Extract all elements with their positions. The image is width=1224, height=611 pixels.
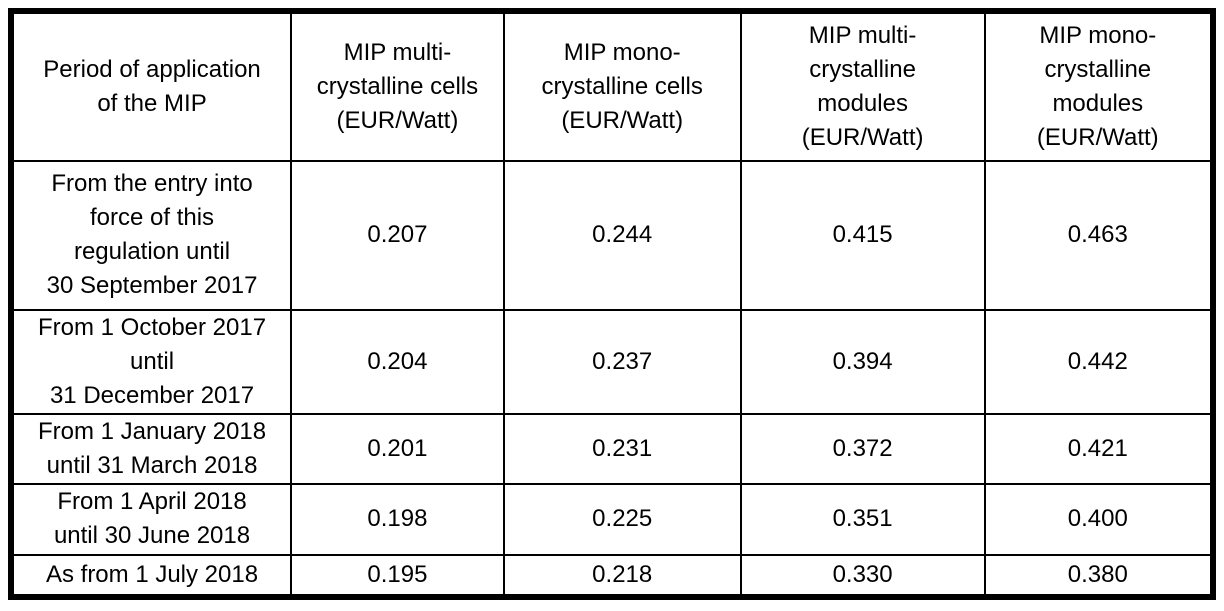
value-cell: 0.463 <box>983 160 1217 311</box>
value-cell: 0.231 <box>502 412 742 485</box>
value-cell: 0.225 <box>502 482 742 556</box>
value-cell: 0.372 <box>739 412 986 485</box>
value-cell: 0.201 <box>290 412 505 485</box>
header-mono-crystalline-modules: MIP mono- crystalline modules (EUR/Watt) <box>983 7 1217 163</box>
value-cell: 0.198 <box>290 482 505 556</box>
table-row: From 1 October 2017 until 31 December 20… <box>7 308 1217 415</box>
table-row: From 1 April 2018 until 30 June 2018 0.1… <box>7 482 1217 556</box>
value-cell: 0.195 <box>290 553 505 601</box>
header-multi-crystalline-cells: MIP multi- crystalline cells (EUR/Watt) <box>290 7 505 163</box>
value-cell: 0.380 <box>983 553 1217 601</box>
period-cell: From the entry into force of this regula… <box>7 160 293 311</box>
value-cell: 0.400 <box>983 482 1217 556</box>
table-row: From the entry into force of this regula… <box>7 160 1217 311</box>
value-cell: 0.421 <box>983 412 1217 485</box>
value-cell: 0.351 <box>739 482 986 556</box>
mip-price-table: Period of application of the MIP MIP mul… <box>7 7 1217 601</box>
header-row: Period of application of the MIP MIP mul… <box>7 7 1217 163</box>
value-cell: 0.237 <box>502 308 742 415</box>
header-mono-crystalline-cells: MIP mono- crystalline cells (EUR/Watt) <box>502 7 742 163</box>
value-cell: 0.207 <box>290 160 505 311</box>
table-row: From 1 January 2018 until 31 March 2018 … <box>7 412 1217 485</box>
period-cell: From 1 April 2018 until 30 June 2018 <box>7 482 293 556</box>
value-cell: 0.204 <box>290 308 505 415</box>
value-cell: 0.218 <box>502 553 742 601</box>
value-cell: 0.330 <box>739 553 986 601</box>
value-cell: 0.394 <box>739 308 986 415</box>
header-multi-crystalline-modules: MIP multi- crystalline modules (EUR/Watt… <box>739 7 986 163</box>
period-cell: From 1 January 2018 until 31 March 2018 <box>7 412 293 485</box>
header-period: Period of application of the MIP <box>7 7 293 163</box>
value-cell: 0.415 <box>739 160 986 311</box>
table-row: As from 1 July 2018 0.195 0.218 0.330 0.… <box>7 553 1217 601</box>
value-cell: 0.244 <box>502 160 742 311</box>
period-cell: From 1 October 2017 until 31 December 20… <box>7 308 293 415</box>
value-cell: 0.442 <box>983 308 1217 415</box>
period-cell: As from 1 July 2018 <box>7 553 293 601</box>
